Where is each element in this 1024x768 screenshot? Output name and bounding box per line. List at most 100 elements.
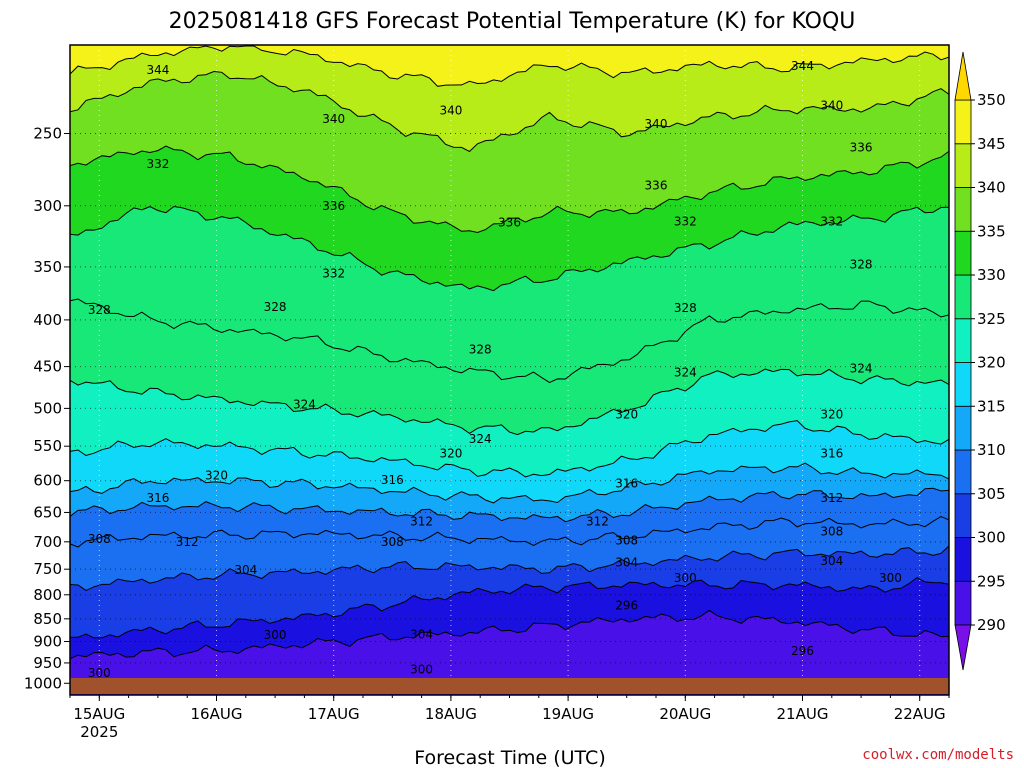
colorbar-label: 290 (977, 616, 1006, 634)
contour-label: 324 (293, 397, 316, 411)
isentrope-line (70, 205, 949, 292)
contour-label: 328 (850, 258, 873, 272)
isentrope-line (70, 145, 949, 234)
x-tick-label: 18AUG (425, 705, 477, 723)
isentrope-line (70, 609, 949, 660)
colorbar-segment (954, 318, 972, 363)
colorbar-segment (954, 187, 972, 232)
x-tick-label: 20AUG (659, 705, 711, 723)
contour-label: 300 (264, 628, 287, 642)
contour-label: 304 (820, 554, 843, 568)
contour-label: 328 (88, 303, 111, 317)
y-tick-label: 300 (33, 197, 62, 215)
y-tick-label: 700 (33, 533, 62, 551)
x-tick-label: 19AUG (542, 705, 594, 723)
contour-label: 324 (674, 366, 697, 380)
contour-label: 304 (234, 563, 257, 577)
x-axis-label: Forecast Time (UTC) (414, 747, 605, 768)
contour-label: 312 (410, 515, 433, 529)
contour-label: 328 (264, 300, 287, 314)
colorbar-label: 295 (977, 572, 1006, 590)
contour-label: 296 (791, 644, 814, 658)
contour-label: 316 (381, 473, 404, 487)
contour-label: 316 (615, 476, 638, 490)
isentrope-line (70, 45, 949, 87)
colorbar-segment (954, 143, 972, 188)
contour-label: 328 (674, 301, 697, 315)
y-tick-label: 800 (33, 586, 62, 604)
contour-label: 304 (410, 627, 433, 641)
colorbar-label: 300 (977, 529, 1006, 547)
contour-label: 332 (674, 214, 697, 228)
contour-label: 336 (322, 199, 345, 213)
x-tick-label: 22AUG (894, 705, 946, 723)
contour-label: 328 (469, 343, 492, 357)
colorbar-max-arrow (954, 51, 972, 101)
colorbar-label: 350 (977, 91, 1006, 109)
y-tick-label: 500 (33, 399, 62, 417)
contour-label: 300 (410, 663, 433, 677)
contour-labels: 344 340 340 340 344 340 336 332 336 336 336 332 332 3… (88, 59, 902, 680)
contour-label: 312 (176, 535, 199, 549)
credit-link[interactable]: coolwx.com/modelts (862, 747, 1014, 763)
contour-label: 304 (615, 555, 638, 569)
y-tick-label: 450 (33, 358, 62, 376)
colorbar-segment (954, 405, 972, 451)
colorbar-segment (954, 274, 972, 320)
contour-label: 308 (381, 535, 404, 549)
contour-label: 308 (820, 525, 843, 539)
colorbar-label: 320 (977, 354, 1006, 372)
contour-label: 300 (879, 571, 902, 585)
y-tick-label: 750 (33, 560, 62, 578)
x-tick-label: 15AUG (73, 705, 125, 723)
y-tick-label: 1000 (24, 674, 62, 692)
x-tick-label: 21AUG (777, 705, 829, 723)
contour-label: 324 (850, 361, 873, 375)
x-tick-label: 16AUG (191, 705, 243, 723)
y-tick-label: 350 (33, 258, 62, 276)
colorbar-segment (954, 362, 972, 407)
x-tick-label: 17AUG (308, 705, 360, 723)
isentrope-line (70, 368, 949, 436)
isentrope-line (70, 462, 949, 504)
contour-label: 332 (322, 267, 345, 281)
contour-label: 332 (146, 157, 169, 171)
x-tick-sublabel: 2025 (80, 723, 118, 741)
y-tick-label: 650 (33, 503, 62, 521)
contour-label: 340 (820, 99, 843, 113)
temperature-fill (70, 45, 949, 695)
chart-title: 2025081418 GFS Forecast Potential Temper… (169, 9, 856, 34)
colorbar-segment (954, 537, 972, 582)
contour-label: 340 (439, 104, 462, 118)
isentrope-line (70, 545, 949, 591)
y-tick-label: 400 (33, 311, 62, 329)
isentrope-contours (70, 45, 949, 660)
contour-label: 300 (88, 666, 111, 680)
contour-label: 332 (820, 214, 843, 228)
y-tick-label: 550 (33, 437, 62, 455)
isentrope-line (70, 420, 949, 478)
colorbar-label: 340 (977, 179, 1006, 197)
colorbar-segment (954, 230, 972, 276)
contour-label: 296 (615, 599, 638, 613)
isentrope-line (70, 298, 949, 384)
colorbar: 290 295 300 305 310 315 320 325 330 335 340 345 350 (954, 51, 1006, 671)
y-tick-label: 600 (33, 472, 62, 490)
contour-label: 316 (820, 446, 843, 460)
contour-label: 308 (88, 532, 111, 546)
colorbar-label: 310 (977, 441, 1006, 459)
contour-label: 320 (205, 468, 228, 482)
isentrope-line (70, 70, 949, 153)
contour-label: 336 (645, 179, 668, 193)
contour-label: 300 (674, 571, 697, 585)
isentrope-line (70, 516, 949, 548)
contour-label: 308 (615, 534, 638, 548)
fill-band (70, 45, 949, 72)
y-tick-label: 850 (33, 610, 62, 628)
ground-strip (70, 678, 949, 694)
y-axis: 250 300 350 400 450 500 550 600 650 700 750 800 850 9… (24, 125, 70, 692)
fill-band (70, 45, 949, 87)
colorbar-segment (954, 449, 972, 495)
